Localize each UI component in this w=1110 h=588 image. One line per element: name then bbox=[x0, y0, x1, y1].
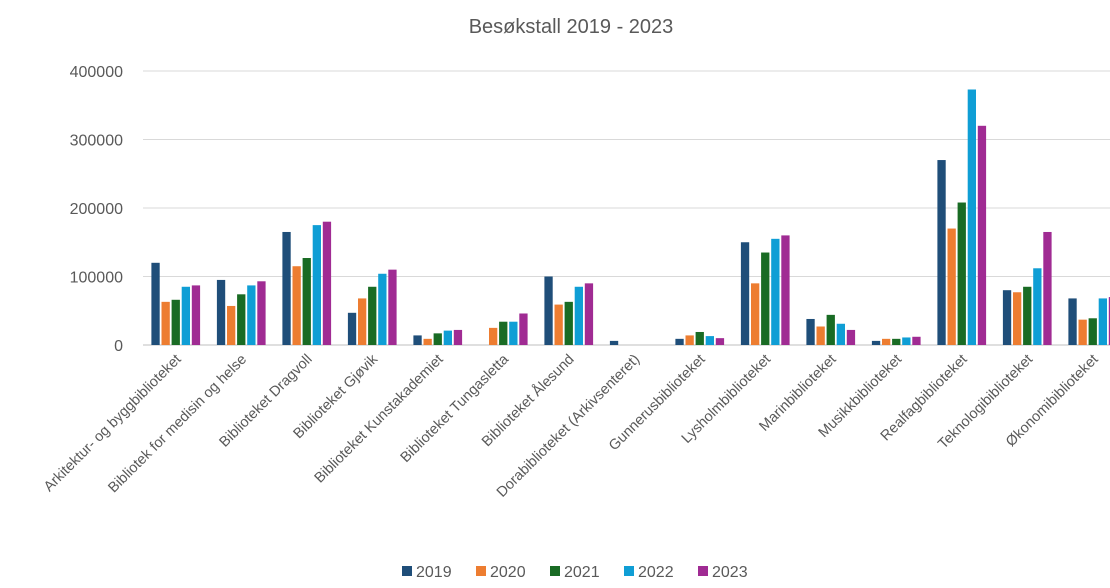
bar bbox=[423, 338, 432, 345]
bar bbox=[368, 286, 377, 345]
bar bbox=[826, 314, 835, 345]
bar bbox=[1108, 297, 1110, 345]
bar bbox=[358, 298, 367, 345]
bar bbox=[740, 242, 750, 345]
bar bbox=[347, 312, 357, 345]
bar bbox=[161, 301, 170, 345]
y-tick-label: 200000 bbox=[70, 201, 123, 218]
bar bbox=[191, 285, 201, 345]
legend: 2019 2020 2021 2022 2023 bbox=[402, 564, 748, 581]
bar bbox=[771, 238, 780, 345]
bar bbox=[695, 331, 704, 345]
bar bbox=[957, 202, 966, 345]
bar bbox=[181, 286, 190, 345]
bar bbox=[977, 125, 987, 345]
bar bbox=[751, 283, 760, 345]
y-tick-label: 100000 bbox=[70, 270, 123, 287]
y-tick-label: 0 bbox=[114, 338, 123, 355]
legend-label: 2022 bbox=[638, 564, 674, 581]
bar bbox=[247, 285, 256, 345]
bar bbox=[257, 281, 266, 345]
bar bbox=[312, 225, 321, 345]
bar bbox=[947, 228, 956, 345]
bar bbox=[846, 329, 856, 345]
legend-label: 2023 bbox=[712, 564, 748, 581]
bar bbox=[292, 266, 301, 345]
legend-label: 2020 bbox=[490, 564, 526, 581]
legend-label: 2019 bbox=[416, 564, 452, 581]
bar bbox=[1098, 298, 1107, 345]
legend-swatch bbox=[476, 566, 486, 576]
bar bbox=[237, 294, 246, 345]
bar bbox=[282, 231, 291, 345]
bar bbox=[378, 273, 387, 345]
y-tick-label: 300000 bbox=[70, 133, 123, 150]
bar bbox=[836, 323, 845, 345]
bar bbox=[715, 338, 725, 345]
bar bbox=[519, 313, 528, 345]
bar bbox=[1068, 298, 1077, 345]
bars bbox=[151, 89, 1110, 346]
bar bbox=[489, 327, 498, 345]
y-axis-ticks: 0 100000 200000 300000 400000 bbox=[70, 64, 123, 355]
bar bbox=[1078, 319, 1087, 345]
legend-swatch bbox=[550, 566, 560, 576]
bar bbox=[892, 338, 901, 345]
bar bbox=[453, 329, 463, 345]
bar bbox=[871, 340, 881, 345]
bar bbox=[967, 89, 976, 346]
x-tick-label: Bibliotek for medisin og helse bbox=[105, 352, 250, 497]
legend-swatch bbox=[624, 566, 634, 576]
legend-label: 2021 bbox=[564, 564, 600, 581]
bar bbox=[1002, 290, 1012, 345]
bar bbox=[912, 336, 921, 345]
bar bbox=[937, 160, 946, 345]
chart-title: Besøkstall 2019 - 2023 bbox=[469, 16, 674, 38]
bar bbox=[443, 330, 452, 345]
x-tick-label: Biblioteket Kunstakademiet bbox=[312, 352, 447, 487]
bar bbox=[806, 318, 815, 345]
bar bbox=[1033, 268, 1042, 345]
bar bbox=[584, 283, 594, 345]
bar bbox=[151, 262, 160, 345]
bar bbox=[902, 337, 911, 345]
bar bbox=[388, 269, 397, 345]
bar bbox=[216, 279, 226, 345]
bar bbox=[433, 333, 442, 345]
bar bbox=[1023, 286, 1032, 345]
bar bbox=[761, 252, 770, 345]
x-tick-label: Arkitektur- og byggbiblioteket bbox=[41, 352, 185, 496]
bar bbox=[609, 340, 619, 345]
bar bbox=[574, 286, 583, 345]
x-axis-ticks: Arkitektur- og byggbiblioteketBibliotek … bbox=[41, 351, 1102, 501]
legend-swatch bbox=[698, 566, 708, 576]
bar bbox=[302, 258, 311, 345]
bar bbox=[544, 276, 553, 345]
bar bbox=[554, 304, 563, 345]
bar bbox=[882, 338, 891, 345]
bar bbox=[816, 326, 825, 345]
y-tick-label: 400000 bbox=[70, 64, 123, 81]
bar bbox=[675, 338, 684, 345]
x-tick-label: Biblioteket Tungasletta bbox=[398, 351, 513, 466]
bar bbox=[499, 321, 508, 345]
bar bbox=[413, 335, 422, 345]
bar bbox=[509, 321, 518, 345]
bar bbox=[171, 299, 180, 345]
bar bbox=[227, 305, 236, 345]
x-tick-label: Dorabiblioteket (Arkivsenteret) bbox=[494, 352, 643, 501]
bar bbox=[685, 335, 694, 345]
bar bbox=[564, 301, 573, 345]
bar bbox=[705, 336, 714, 345]
bar bbox=[322, 221, 332, 345]
legend-swatch bbox=[402, 566, 412, 576]
bar bbox=[781, 235, 790, 345]
bar bbox=[1013, 292, 1022, 345]
bar bbox=[1043, 231, 1052, 345]
bar bbox=[1088, 318, 1097, 345]
